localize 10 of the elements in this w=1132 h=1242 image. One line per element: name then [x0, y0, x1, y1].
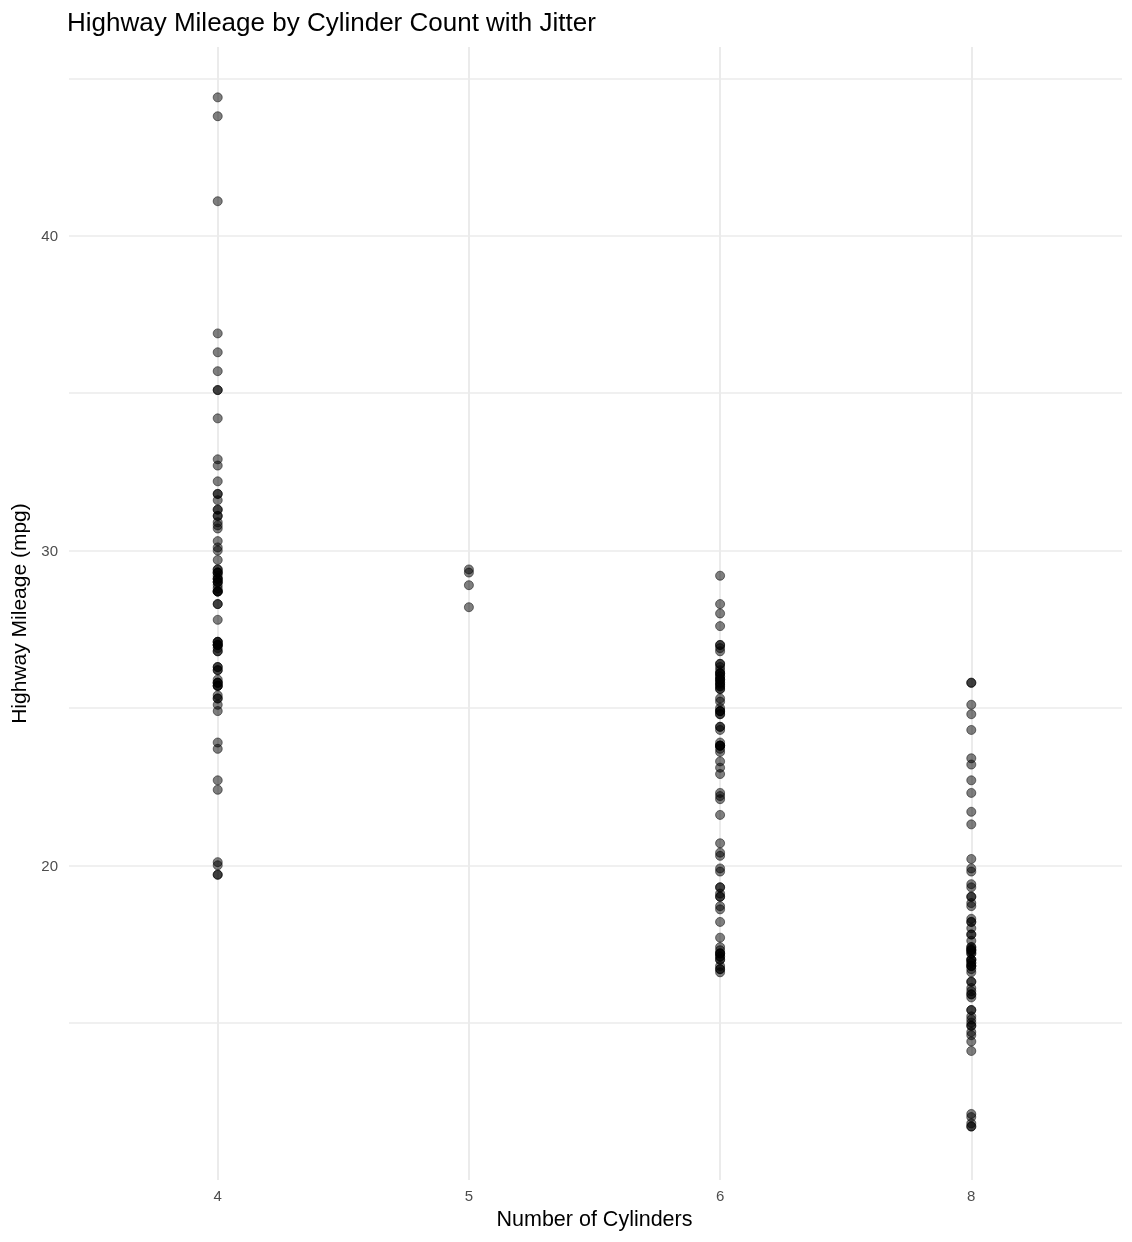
x-tick-label: 6: [715, 1187, 725, 1204]
x-tick-label: 8: [967, 1187, 976, 1204]
chart-title: Highway Mileage by Cylinder Count with Jitter: [67, 7, 597, 37]
x-tick-label: 4: [213, 1187, 222, 1204]
y-tick-label: 40: [41, 227, 58, 245]
x-axis-title: Number of Cylinders: [496, 1207, 693, 1231]
y-axis-title: Highway Mileage (mpg): [7, 503, 30, 724]
x-tick-label: 5: [464, 1187, 474, 1204]
y-tick-label: 30: [41, 542, 58, 560]
y-tick-label: 20: [41, 856, 58, 874]
